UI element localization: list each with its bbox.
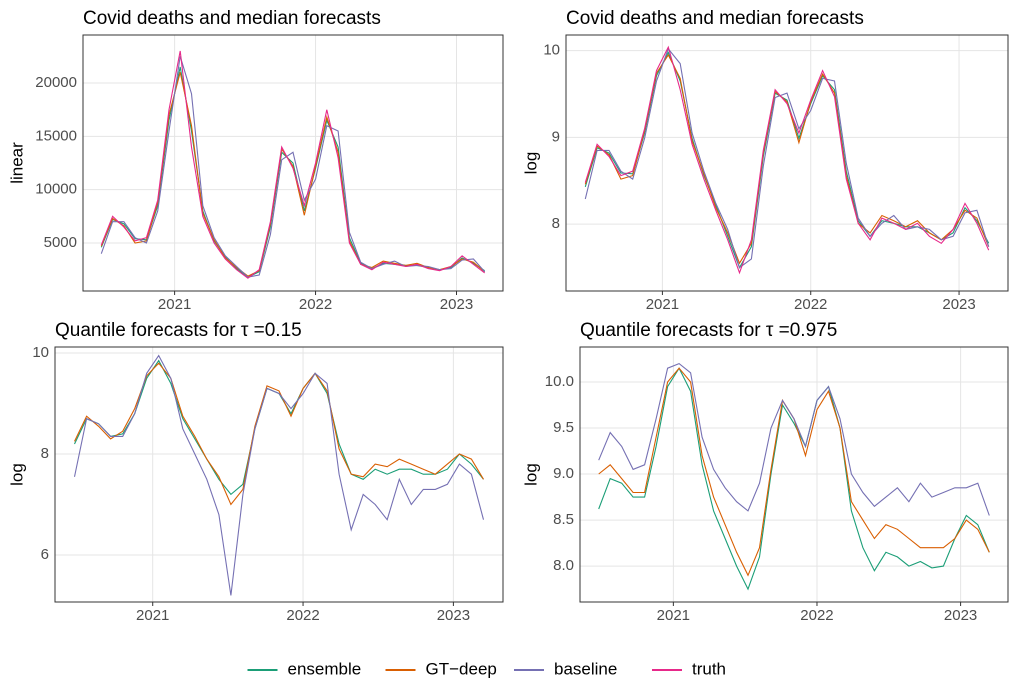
x-tick-label: 2022 (794, 296, 827, 313)
y-axis-label: log (521, 463, 540, 486)
y-tick-label: 9 (552, 128, 560, 145)
y-tick-label: 8.5 (553, 511, 574, 528)
x-tick-label: 2021 (657, 607, 690, 624)
series-line (74, 359, 484, 496)
x-tick-label: 2023 (440, 296, 473, 313)
chart-title: Quantile forecasts for τ =0.975 (580, 320, 837, 341)
y-tick-label: 20000 (35, 74, 77, 91)
x-tick-label: 2021 (136, 607, 169, 624)
legend-label: GT−deep (426, 659, 497, 678)
x-tick-label: 2022 (286, 607, 319, 624)
y-tick-label: 8.0 (553, 557, 574, 574)
y-tick-label: 8 (41, 445, 49, 462)
y-tick-label: 10 (543, 42, 560, 59)
panel-border (565, 34, 1009, 292)
y-axis-label: log (7, 463, 26, 486)
legend-label: baseline (554, 659, 617, 678)
series-line (598, 367, 990, 577)
y-tick-label: 8 (552, 215, 560, 232)
series-line (100, 66, 486, 278)
panel-border (54, 346, 504, 603)
y-tick-label: 6 (41, 546, 49, 563)
y-tick-label: 10 (32, 344, 49, 361)
panel-border (82, 34, 504, 292)
series-line (100, 50, 486, 279)
x-tick-label: 2022 (299, 296, 332, 313)
series-line (73, 354, 485, 596)
y-tick-label: 5000 (44, 234, 77, 251)
chart-title: Quantile forecasts for τ =0.15 (55, 320, 302, 341)
series-line (598, 362, 990, 516)
x-tick-label: 2022 (800, 607, 833, 624)
chart-title: Covid deaths and median forecasts (566, 8, 864, 29)
chart-title: Covid deaths and median forecasts (83, 8, 381, 29)
y-axis-label: log (521, 152, 540, 175)
y-tick-label: 9.5 (553, 419, 574, 436)
x-tick-label: 2023 (942, 296, 975, 313)
panel-border (579, 346, 1009, 603)
series-line (74, 362, 484, 506)
series-line (100, 72, 486, 277)
legend-label: truth (692, 659, 726, 678)
y-tick-label: 10.0 (545, 373, 574, 390)
x-tick-label: 2023 (944, 607, 977, 624)
x-tick-label: 2021 (646, 296, 679, 313)
y-tick-label: 10000 (35, 181, 77, 198)
y-tick-label: 15000 (35, 127, 77, 144)
x-tick-label: 2021 (158, 296, 191, 313)
series-line (598, 367, 990, 591)
series-line (584, 53, 990, 265)
legend-label: ensemble (288, 659, 362, 678)
series-line (584, 45, 990, 275)
y-axis-label: linear (7, 142, 26, 184)
x-tick-label: 2023 (437, 607, 470, 624)
y-tick-label: 9.0 (553, 465, 574, 482)
